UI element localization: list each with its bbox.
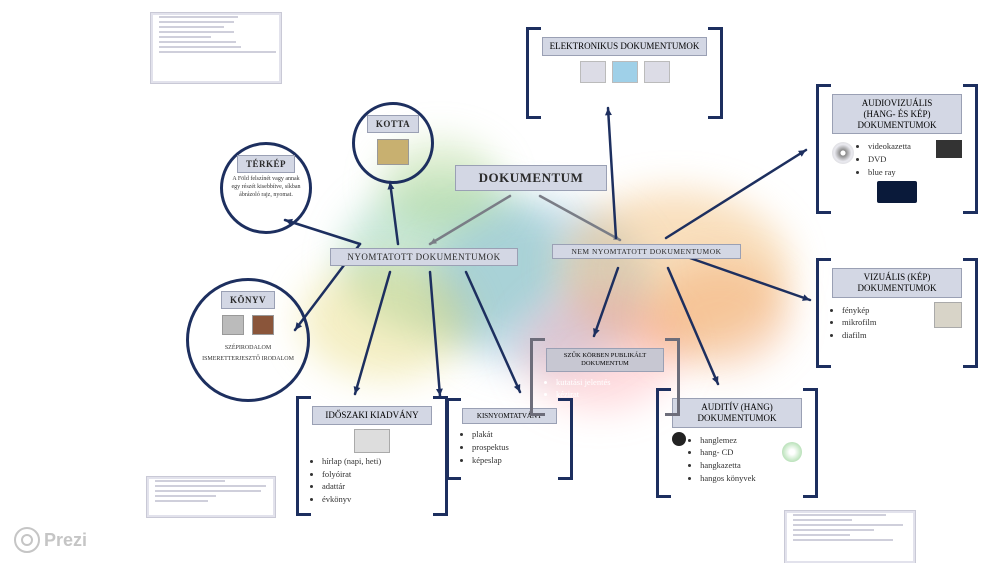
- doc-preview-bottomleft: [146, 476, 276, 518]
- prezi-text: Prezi: [44, 530, 87, 551]
- list-item: videokazetta: [868, 140, 932, 153]
- doc-preview-bottomright: [784, 510, 916, 563]
- list-item: hang- CD: [700, 446, 755, 459]
- card-audiovisual: AUDIOVIZUÁLIS (HANG- ÉS KÉP) DOKUMENTUMO…: [820, 86, 974, 212]
- kotta-thumb: [375, 137, 411, 172]
- list-item: diafilm: [842, 329, 928, 342]
- card-auditive-title: AUDITÍV (HANG) DOKUMENTUMOK: [672, 398, 802, 428]
- konyv-sub1: SZÉPIRODALOM: [219, 345, 277, 353]
- list-item: DVD: [868, 153, 932, 166]
- doc-preview-topleft: [150, 12, 282, 84]
- cassette-icon: [936, 140, 962, 158]
- list-item: prospektus: [472, 441, 557, 454]
- card-electronic: ELEKTRONIKUS DOKUMENTUMOK: [530, 29, 719, 117]
- konyv-sub2: ISMERETTERJESZTŐ IRODALOM: [196, 356, 300, 364]
- prezi-watermark: Prezi: [14, 527, 87, 553]
- sheet-music-icon: [377, 139, 409, 165]
- diagram-canvas: DOKUMENTUM NYOMTATOTT DOKUMENTUMOK NEM N…: [0, 0, 1000, 563]
- list-item: plakát: [472, 428, 557, 441]
- list-item: fénykép: [842, 304, 928, 317]
- mid-printed-label: NYOMTATOTT DOKUMENTUMOK: [347, 252, 500, 262]
- card-timed-pub: IDŐSZAKI KIADVÁNY hírlap (napi, heti)fol…: [300, 398, 444, 514]
- list-item: hangos könyvek: [700, 472, 755, 485]
- list-item: hírlap (napi, heti): [322, 455, 432, 468]
- card-timed-title: IDŐSZAKI KIADVÁNY: [312, 406, 432, 425]
- floppy-icon: [580, 61, 606, 83]
- electronic-thumbs: [542, 60, 707, 89]
- card-visual-body: fényképmikrofilmdiafilm: [832, 302, 962, 342]
- book-icon: [222, 315, 244, 335]
- konyv-title: KÖNYV: [221, 291, 275, 309]
- bluray-icon: [877, 181, 917, 203]
- book-stack-icon: [252, 315, 274, 335]
- vinyl-icon: [672, 432, 686, 446]
- list-item: adattár: [322, 480, 432, 493]
- card-electronic-title: ELEKTRONIKUS DOKUMENTUMOK: [542, 37, 707, 56]
- card-selfpub-title: SZŰK KÖRBEN PUBLIKÁLT DOKUMENTUM: [546, 348, 664, 372]
- konyv-thumbs: [220, 313, 276, 342]
- kotta-title: KOTTA: [367, 115, 419, 133]
- mid-node-nonprinted: NEM NYOMTATOTT DOKUMENTUMOK: [552, 244, 741, 259]
- list-item: hanglemez: [700, 434, 755, 447]
- terkep-sub: A Föld felszínét vagy annak egy részét k…: [223, 176, 309, 199]
- card-av-body: videokazettaDVDblue ray: [832, 138, 962, 202]
- list-item: folyóirat: [322, 468, 432, 481]
- card-visual: VIZUÁLIS (KÉP) DOKUMENTUMOK fényképmikro…: [820, 260, 974, 366]
- list-item: kézirat: [556, 388, 664, 401]
- mid-node-printed: NYOMTATOTT DOKUMENTUMOK: [330, 248, 518, 266]
- circle-node-konyv: KÖNYV SZÉPIRODALOM ISMERETTERJESZTŐ IROD…: [186, 278, 310, 402]
- list-item: évkönyv: [322, 493, 432, 506]
- card-selfpub: SZŰK KÖRBEN PUBLIKÁLT DOKUMENTUM kutatás…: [534, 340, 676, 414]
- root-node-dokumentum: DOKUMENTUM: [455, 165, 607, 191]
- card-av-title: AUDIOVIZUÁLIS (HANG- ÉS KÉP) DOKUMENTUMO…: [832, 94, 962, 134]
- photo-icon: [934, 302, 962, 328]
- list-item: hangkazetta: [700, 459, 755, 472]
- hdd-icon: [644, 61, 670, 83]
- root-label: DOKUMENTUM: [479, 170, 584, 185]
- terkep-title: TÉRKÉP: [237, 155, 295, 173]
- cd-icon: [782, 442, 802, 462]
- prezi-logo-icon: [14, 527, 40, 553]
- list-item: képeslap: [472, 454, 557, 467]
- card-auditive-body: hanglemezhang- CDhangkazettahangos könyv…: [672, 432, 802, 485]
- circle-node-kotta: KOTTA: [352, 102, 434, 184]
- card-visual-title: VIZUÁLIS (KÉP) DOKUMENTUMOK: [832, 268, 962, 298]
- list-item: mikrofilm: [842, 316, 928, 329]
- newspaper-icon: [354, 429, 390, 453]
- mid-nonprinted-label: NEM NYOMTATOTT DOKUMENTUMOK: [571, 247, 721, 256]
- network-icon: [612, 61, 638, 83]
- list-item: blue ray: [868, 166, 932, 179]
- circle-node-terkep: TÉRKÉP A Föld felszínét vagy annak egy r…: [220, 142, 312, 234]
- list-item: kutatási jelentés: [556, 376, 664, 389]
- card-auditive: AUDITÍV (HANG) DOKUMENTUMOK hanglemezhan…: [660, 390, 814, 496]
- disc-icon: [832, 142, 854, 164]
